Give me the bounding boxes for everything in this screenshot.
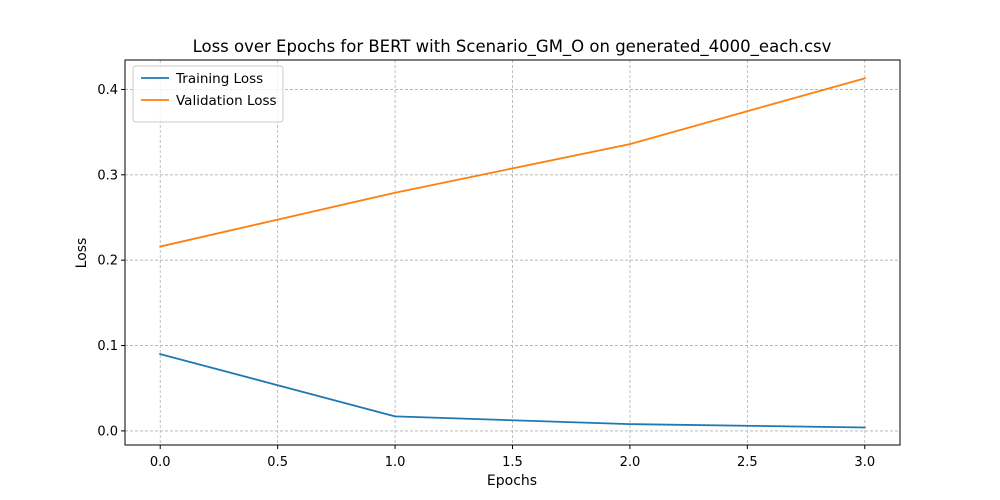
y-tick-label: 0.1 — [97, 339, 118, 354]
validation-loss-line — [159, 77, 866, 248]
x-tick-label: 3.0 — [854, 455, 875, 470]
chart-title: Loss over Epochs for BERT with Scenario_… — [193, 37, 832, 57]
x-tick-label: 1.0 — [385, 455, 406, 470]
training-loss-line — [159, 352, 866, 429]
legend-label-training-loss: Training Loss — [175, 71, 263, 87]
axis-ticks: 0.0 0.5 1.0 1.5 2.0 2.5 3.0 0.0 0.1 0.2 0.3 0.4 — [97, 83, 875, 470]
x-tick-label: 1.5 — [502, 455, 523, 470]
series-lines — [159, 77, 866, 429]
legend-label-validation-loss: Validation Loss — [176, 93, 277, 109]
legend: Training Loss Validation Loss — [132, 65, 284, 123]
x-axis-label: Epochs — [487, 473, 537, 489]
x-tick-label: 0.0 — [150, 455, 171, 470]
x-tick-label: 0.5 — [267, 455, 288, 470]
y-tick-label: 0.0 — [97, 424, 118, 439]
legend-box — [132, 65, 284, 123]
y-tick-label: 0.4 — [97, 83, 118, 98]
y-axis-label: Loss — [74, 238, 90, 269]
grid-lines — [125, 60, 900, 445]
x-tick-label: 2.0 — [620, 455, 641, 470]
y-tick-label: 0.3 — [97, 168, 118, 183]
x-tick-label: 2.5 — [737, 455, 758, 470]
y-tick-label: 0.2 — [97, 254, 118, 269]
